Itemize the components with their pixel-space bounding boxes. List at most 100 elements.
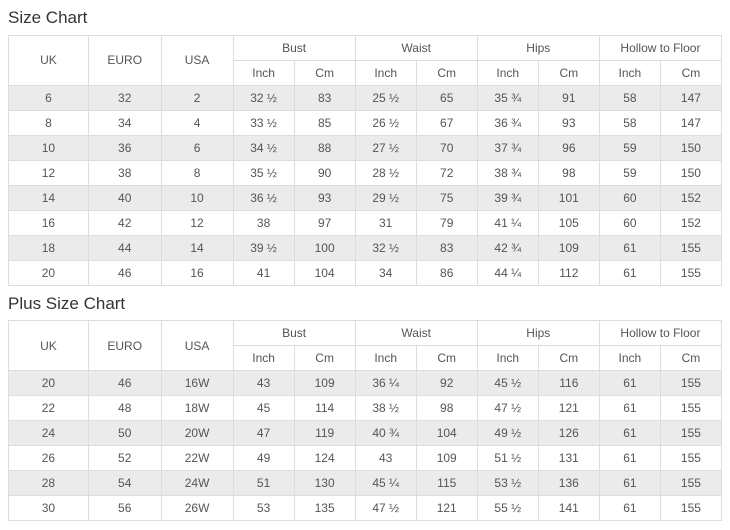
table-cell: 61 [598,495,661,522]
table-cell: 155 [659,420,723,447]
table-cell: 16 [160,259,234,286]
table-cell: 155 [659,445,723,472]
table-cell: 12 [8,159,89,186]
plus-size-chart-section: Plus Size Chart UK EURO USA Bust Waist Hips Ho… [8,286,723,522]
table-cell: 98 [415,395,478,422]
table-row: 22 48 18W 45 114 38 ½ 98 47 ½ 121 61 155 [8,395,723,422]
table-row: 18 44 14 39 ½ 100 32 ½ 83 42 ¾ 109 61 155 [8,234,723,261]
table-cell: 20 [8,259,89,286]
table-cell: 42 [87,209,162,236]
table-cell: 25 ½ [354,84,417,111]
table-cell: 42 ¾ [476,234,539,261]
table-cell: 10 [8,134,89,161]
table-cell: 104 [293,259,356,286]
table-cell: 40 ¾ [354,420,417,447]
table-cell: 26 [8,445,89,472]
table-cell: 131 [537,445,600,472]
subcolumn-header-hollow-to-floor-inch: Inch [598,59,661,86]
column-header-waist: Waist [354,34,478,61]
table-row: 8 34 4 33 ½ 85 26 ½ 67 36 ¾ 93 58 147 [8,109,723,136]
table-cell: 60 [598,184,661,211]
table-row: 14 40 10 36 ½ 93 29 ½ 75 39 ¾ 101 60 152 [8,184,723,211]
table-cell: 44 [87,234,162,261]
table-cell: 26 ½ [354,109,417,136]
table-cell: 55 ½ [476,495,539,522]
plus-size-chart-table: UK EURO USA Bust Waist Hips Hollow to Floor Inc… [8,320,723,522]
table-cell: 34 [354,259,417,286]
table-cell: 38 ¾ [476,159,539,186]
table-cell: 105 [537,209,600,236]
table-cell: 44 ¼ [476,259,539,286]
subcolumn-header-waist-inch: Inch [354,59,417,86]
subcolumn-header-hollow-to-floor-cm: Cm [659,59,723,86]
table-cell: 10 [160,184,234,211]
table-cell: 52 [87,445,162,472]
table-cell: 48 [87,395,162,422]
table-cell: 16 [8,209,89,236]
table-cell: 32 [87,84,162,111]
table-cell: 155 [659,470,723,497]
table-cell: 96 [537,134,600,161]
table-cell: 28 [8,470,89,497]
table-cell: 53 [232,495,295,522]
table-cell: 152 [659,209,723,236]
table-cell: 115 [415,470,478,497]
table-cell: 65 [415,84,478,111]
table-cell: 54 [87,470,162,497]
table-cell: 53 ½ [476,470,539,497]
table-cell: 36 ½ [232,184,295,211]
subcolumn-header-hips-inch: Inch [476,59,539,86]
table-row: 26 52 22W 49 124 43 109 51 ½ 131 61 155 [8,445,723,472]
table-cell: 12 [160,209,234,236]
table-cell: 14 [160,234,234,261]
table-cell: 36 ¾ [476,109,539,136]
header-row-groups: UK EURO USA Bust Waist Hips Hollow to Floor [8,320,723,372]
table-cell: 61 [598,445,661,472]
table-cell: 104 [415,420,478,447]
table-cell: 109 [293,370,356,397]
table-cell: 22 [8,395,89,422]
table-cell: 39 ½ [232,234,295,261]
table-cell: 93 [537,109,600,136]
table-cell: 61 [598,420,661,447]
size-chart-table: UK EURO USA Bust Waist Hips Hollow to Floor Inc… [8,34,723,286]
table-cell: 34 ½ [232,134,295,161]
column-header-euro: EURO [87,34,162,86]
table-cell: 150 [659,134,723,161]
subcolumn-header-hips-cm: Cm [537,59,600,86]
column-header-hips: Hips [476,34,600,61]
table-row: 12 38 8 35 ½ 90 28 ½ 72 38 ¾ 98 59 150 [8,159,723,186]
table-cell: 35 ½ [232,159,295,186]
table-row: 28 54 24W 51 130 45 ¼ 115 53 ½ 136 61 155 [8,470,723,497]
header-row-units: Inch Cm Inch Cm Inch Cm Inch Cm [9,345,723,372]
plus-size-chart-title: Plus Size Chart [8,293,126,313]
table-cell: 85 [293,109,356,136]
table-cell: 61 [598,234,661,261]
table-cell: 60 [598,209,661,236]
size-chart-section: Size Chart UK EURO USA Bust Waist Hips Hollow … [8,0,723,286]
table-cell: 83 [415,234,478,261]
column-header-bust: Bust [232,320,356,347]
header-row-groups: UK EURO USA Bust Waist Hips Hollow to Floor [8,34,723,86]
table-cell: 98 [537,159,600,186]
column-header-hollow-to-floor: Hollow to Floor [598,320,723,347]
column-header-hips: Hips [476,320,600,347]
table-cell: 49 ½ [476,420,539,447]
table-cell: 116 [537,370,600,397]
table-cell: 32 ½ [354,234,417,261]
table-cell: 109 [537,234,600,261]
table-cell: 37 ¾ [476,134,539,161]
table-cell: 46 [87,259,162,286]
table-cell: 121 [537,395,600,422]
table-cell: 119 [293,420,356,447]
table-cell: 59 [598,134,661,161]
table-cell: 26W [160,495,234,522]
table-cell: 27 ½ [354,134,417,161]
table-cell: 47 ½ [476,395,539,422]
subcolumn-header-bust-cm: Cm [293,59,356,86]
table-cell: 152 [659,184,723,211]
table-cell: 32 ½ [232,84,295,111]
table-cell: 22W [160,445,234,472]
table-cell: 49 [232,445,295,472]
